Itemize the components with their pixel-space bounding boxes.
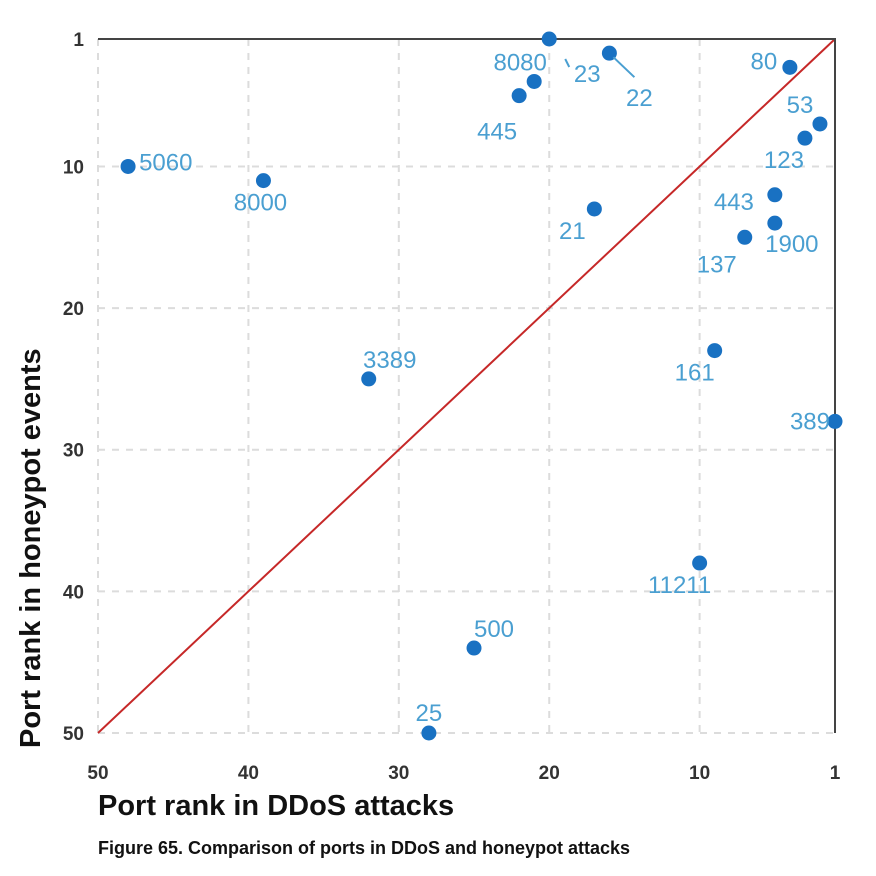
data-point [692, 555, 708, 571]
data-point [361, 371, 377, 387]
x-tick-label: 1 [830, 763, 841, 784]
data-label: 8000 [234, 190, 287, 217]
data-label: 53 [787, 92, 814, 119]
data-labels: 5060 8000 8080 445 23 22 80 53 123 443 21 1900 137 33… [139, 48, 830, 727]
y-tick-label: 20 [63, 299, 84, 320]
data-label: 25 [416, 700, 443, 727]
data-label: 123 [764, 147, 804, 174]
data-label: 445 [477, 119, 517, 146]
data-point [797, 130, 813, 146]
data-label: 500 [474, 616, 514, 643]
data-point [767, 187, 783, 203]
data-point [120, 158, 136, 174]
data-point [601, 45, 617, 61]
data-point [255, 173, 271, 189]
x-tick-label: 10 [689, 763, 710, 784]
y-tick-label: 10 [63, 157, 84, 178]
x-tick-label: 20 [539, 763, 560, 784]
y-tick-label: 50 [63, 724, 84, 745]
data-label: 21 [559, 218, 586, 245]
x-tick-labels: 50 40 30 20 10 1 [87, 763, 840, 784]
data-label: 3389 [363, 347, 416, 374]
data-point [421, 725, 437, 741]
data-label: 161 [675, 360, 715, 387]
y-tick-label: 40 [63, 582, 84, 603]
y-axis-title: Port rank in honeypot events [15, 348, 47, 748]
x-tick-label: 40 [238, 763, 259, 784]
data-label: 1900 [765, 231, 818, 258]
data-point [767, 215, 783, 231]
data-point [812, 116, 828, 132]
data-label: 11211 [648, 572, 711, 599]
data-point [782, 59, 798, 75]
data-label: 5060 [139, 149, 192, 176]
data-point [737, 229, 753, 245]
data-label: 80 [751, 48, 778, 75]
y-tick-label: 1 [73, 30, 84, 51]
label-leader-line [612, 56, 636, 78]
y-tick-labels: 1 10 20 30 40 50 [63, 30, 85, 745]
data-point [466, 640, 482, 656]
x-axis-title: Port rank in DDoS attacks [98, 790, 454, 822]
data-label: 23 [574, 61, 601, 88]
data-point [586, 201, 602, 217]
figure-caption: Figure 65. Comparison of ports in DDoS a… [98, 838, 631, 858]
data-point [511, 88, 527, 104]
y-tick-label: 30 [63, 441, 84, 462]
x-tick-label: 50 [87, 763, 108, 784]
data-label: 137 [697, 251, 737, 278]
data-point [827, 413, 843, 429]
data-points [120, 31, 843, 741]
data-label: 8080 [493, 49, 546, 76]
equal-rank-line [97, 38, 836, 734]
data-point [541, 31, 557, 47]
data-label: 443 [714, 189, 754, 216]
data-point [526, 73, 542, 89]
x-tick-label: 30 [388, 763, 409, 784]
data-point [707, 343, 723, 359]
label-leader-line [564, 58, 571, 68]
data-label: 389 [790, 408, 830, 435]
data-label: 22 [626, 85, 653, 112]
